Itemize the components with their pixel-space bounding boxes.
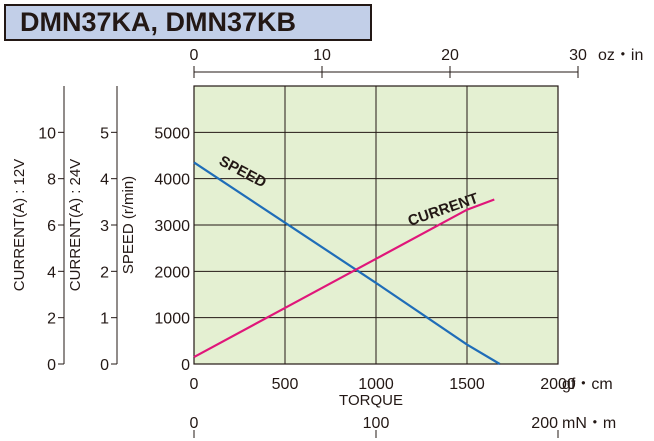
ozin-tick-label: 20 (441, 47, 459, 64)
current-24v-tick-label: 2 (100, 264, 109, 281)
mnm-unit-label: mN・m (562, 415, 616, 432)
current-12v-axis-label: CURRENT(A) : 12V (11, 159, 28, 292)
current-12v-tick-label: 4 (47, 264, 56, 281)
axes (58, 66, 579, 438)
speed-line (193, 161, 501, 365)
ozin-tick-label: 0 (190, 47, 199, 64)
mnm-tick-label: 200 (531, 415, 558, 432)
x-tick-label-gfcm: 1500 (449, 376, 485, 393)
speed-tick-label: 0 (181, 357, 190, 374)
x-tick-label-gfcm: 0 (190, 376, 199, 393)
speed-tick-label: 5000 (154, 125, 190, 142)
current-24v-tick-label: 0 (100, 357, 109, 374)
current-12v-tick-label: 8 (47, 172, 56, 189)
x-tick-label-gfcm: 500 (272, 376, 299, 393)
ozin-tick-label: 10 (313, 47, 331, 64)
current-24v-tick-label: 4 (100, 172, 109, 189)
current-24v-tick-label: 1 (100, 311, 109, 328)
x-tick-label-gfcm: 1000 (358, 376, 394, 393)
current-24v-tick-label: 3 (100, 218, 109, 235)
chart-title: DMN37KA, DMN37KB (4, 4, 372, 41)
current-12v-tick-label: 2 (47, 311, 56, 328)
current-24v-tick-label: 5 (100, 125, 109, 142)
mnm-tick-label: 100 (363, 415, 390, 432)
x-tick-label-gfcm: 2000 (540, 376, 576, 393)
current-12v-tick-label: 6 (47, 218, 56, 235)
torque-axis-label: TORQUE (339, 392, 403, 409)
current-24v-axis-label: CURRENT(A) : 24V (67, 159, 84, 292)
speed-tick-label: 3000 (154, 218, 190, 235)
ozin-unit-label: oz・in (598, 47, 643, 64)
mnm-tick-label: 0 (190, 415, 199, 432)
speed-tick-label: 1000 (154, 311, 190, 328)
current-12v-tick-label: 0 (47, 357, 56, 374)
speed-tick-label: 4000 (154, 172, 190, 189)
speed-tick-label: 2000 (154, 264, 190, 281)
plot-border (193, 85, 559, 365)
ozin-tick-label: 30 (569, 47, 587, 64)
gridlines (193, 85, 559, 365)
gfcm-unit-label: gf・cm (562, 376, 613, 393)
speed-axis-label: SPEED (r/min) (120, 176, 137, 274)
current-12v-tick-label: 10 (38, 125, 56, 142)
series-lines (193, 161, 501, 365)
current-line (193, 198, 495, 359)
